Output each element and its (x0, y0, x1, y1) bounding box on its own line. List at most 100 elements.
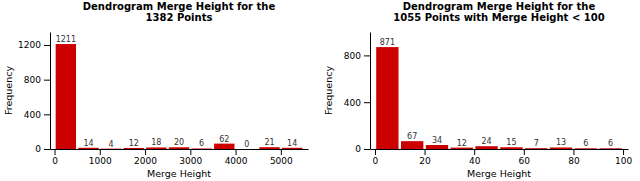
tick-mark (44, 45, 50, 46)
tick: 1200 (18, 40, 50, 50)
tick-mark (100, 149, 101, 155)
y-axis-title: Frequency (3, 66, 14, 115)
tick-label: 3000 (179, 156, 202, 166)
tick: 100 (615, 149, 632, 166)
tick-mark (425, 149, 426, 155)
data-label: 34 (432, 136, 442, 145)
tick-label: 4000 (225, 156, 248, 166)
bar (56, 44, 76, 149)
tick-label: 0 (355, 144, 361, 154)
tick-label: 0 (52, 156, 58, 166)
tick-mark (364, 102, 370, 103)
tick: 400 (344, 98, 370, 108)
x-axis: 0 1000 2000 3000 4000 5000 (51, 149, 309, 166)
bar (550, 147, 572, 149)
tick-label: 100 (615, 156, 632, 166)
axis-line (371, 149, 629, 150)
title-line: Dendrogram Merge Height for the (83, 1, 276, 12)
bar (401, 141, 423, 149)
data-label: 4 (109, 140, 114, 149)
bar (124, 148, 144, 149)
axis-line (370, 33, 371, 150)
data-label: 12 (129, 139, 139, 148)
tick-mark (281, 149, 282, 155)
y-axis: 0 400 800 1200 (18, 33, 50, 155)
tick: 800 (24, 75, 50, 85)
bar (282, 148, 302, 149)
title-line: 1055 Points with Merge Height < 100 (393, 12, 604, 23)
bar (475, 146, 497, 149)
data-label: 20 (174, 138, 184, 147)
bar (214, 144, 234, 149)
tick: 0 (35, 144, 50, 154)
data-label: 21 (264, 138, 274, 147)
tick-mark (364, 149, 370, 150)
tick-mark (44, 149, 50, 150)
tick-label: 400 (24, 110, 41, 120)
tick: 1000 (89, 149, 112, 166)
bar (376, 47, 398, 149)
panel: 0204060801000400800871673412241571366Den… (323, 1, 632, 179)
y-axis: 0 400 800 (344, 33, 371, 155)
title: Dendrogram Merge Height for the1382 Poin… (83, 1, 276, 23)
tick: 800 (344, 51, 370, 61)
tick-label: 5000 (270, 156, 293, 166)
tick-mark (364, 55, 370, 56)
data-label: 14 (83, 139, 93, 148)
tick: 0 (52, 149, 58, 166)
tick-mark (524, 149, 525, 155)
tick-mark (44, 80, 50, 81)
tick-mark (623, 149, 624, 155)
data-label: 62 (219, 135, 229, 144)
data-label: 12 (457, 139, 467, 148)
y-axis-title: Frequency (323, 66, 334, 115)
data-label: 14 (287, 139, 297, 148)
tick: 60 (519, 149, 531, 166)
tick: 40 (469, 149, 481, 166)
title: Dendrogram Merge Height for the1055 Poin… (393, 1, 604, 23)
tick-label: 800 (344, 51, 361, 61)
tick: 5000 (270, 149, 293, 166)
tick-label: 60 (519, 156, 531, 166)
data-label: 18 (151, 138, 161, 147)
data-label: 871 (380, 38, 395, 47)
data-labels: 1211 14 4 12 18 20 6 62 0 21 14 (56, 35, 298, 149)
data-label: 24 (482, 137, 492, 146)
bar (259, 147, 279, 149)
bar (426, 145, 448, 149)
tick-mark (55, 149, 56, 155)
bar (169, 147, 189, 149)
tick-label: 1200 (18, 40, 41, 50)
tick-label: 2000 (134, 156, 157, 166)
bar (146, 147, 166, 149)
tick-label: 800 (24, 75, 41, 85)
tick-label: 40 (469, 156, 481, 166)
tick: 0 (373, 149, 379, 166)
tick-label: 400 (344, 98, 361, 108)
data-label: 15 (506, 138, 516, 147)
data-label: 6 (608, 139, 613, 148)
bar (78, 148, 98, 149)
tick: 0 (355, 144, 370, 154)
tick-mark (474, 149, 475, 155)
data-label: 13 (556, 138, 566, 147)
tick: 80 (568, 149, 580, 166)
title-line: Dendrogram Merge Height for the (403, 1, 596, 12)
data-label: 6 (199, 139, 204, 148)
axis-line (51, 149, 309, 150)
data-label: 0 (244, 140, 249, 149)
tick-mark (44, 114, 50, 115)
plot-area (376, 47, 622, 149)
data-labels: 871673412241571366 (380, 38, 613, 148)
data-label: 1211 (56, 35, 76, 44)
x-axis-title: Merge Height (147, 168, 211, 179)
tick: 3000 (179, 149, 202, 166)
axis-line (50, 33, 51, 150)
panel: 0100020003000400050000400800120012111441… (3, 1, 309, 179)
data-label: 7 (534, 139, 539, 148)
tick-label: 20 (419, 156, 431, 166)
bar (451, 148, 473, 149)
tick: 20 (419, 149, 431, 166)
tick-mark (190, 149, 191, 155)
tick-label: 0 (35, 144, 41, 154)
